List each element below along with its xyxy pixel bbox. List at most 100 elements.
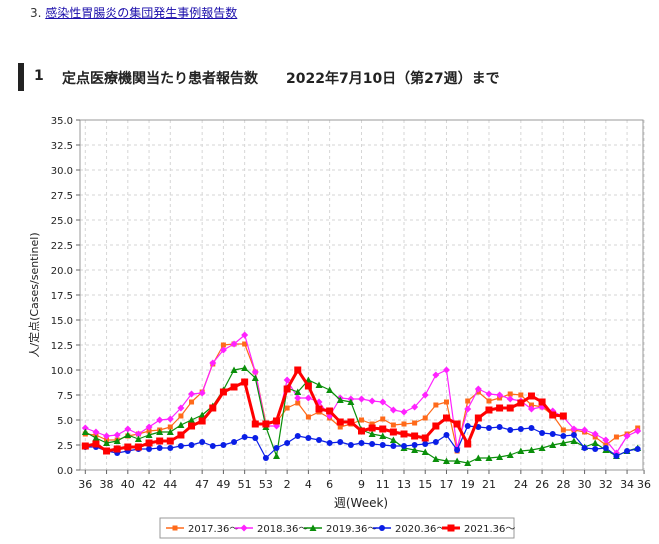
x-tick-label: 40 — [121, 478, 135, 491]
data-point — [358, 427, 365, 435]
legend-item: 2018.36～ — [235, 524, 308, 535]
data-point — [412, 420, 418, 426]
data-point — [326, 440, 333, 446]
x-tick-label: 36 — [637, 478, 651, 491]
data-point — [156, 428, 164, 435]
data-point — [400, 408, 408, 416]
data-point — [592, 446, 599, 452]
data-point — [241, 378, 249, 386]
data-point — [273, 417, 281, 425]
y-tick-label: 17.5 — [51, 291, 73, 302]
data-point — [177, 431, 185, 439]
data-point — [209, 443, 216, 449]
x-tick-label: 15 — [418, 478, 432, 491]
data-point — [295, 400, 301, 406]
data-point — [421, 448, 429, 455]
data-point — [262, 455, 269, 461]
data-point — [613, 434, 619, 440]
data-point — [81, 428, 89, 435]
data-point — [507, 427, 514, 433]
data-point — [389, 428, 397, 436]
data-point — [411, 442, 418, 448]
data-point — [336, 396, 344, 403]
data-point — [166, 437, 174, 445]
y-tick-label: 15.0 — [51, 316, 73, 327]
data-point — [304, 394, 312, 402]
data-point — [528, 425, 535, 431]
data-point — [241, 364, 249, 371]
legend-box — [159, 517, 515, 539]
x-tick-label: 36 — [78, 478, 92, 491]
data-point — [113, 431, 121, 439]
data-point — [380, 416, 386, 422]
data-point — [486, 398, 492, 404]
data-point — [124, 425, 132, 433]
data-point — [559, 412, 567, 420]
data-point — [166, 428, 174, 435]
data-point — [294, 433, 301, 439]
data-point — [474, 385, 482, 393]
data-point — [124, 443, 132, 451]
data-point — [146, 446, 153, 452]
data-point — [496, 391, 504, 399]
data-point — [389, 406, 397, 414]
data-point — [422, 415, 428, 421]
data-point — [634, 427, 642, 435]
data-point — [251, 368, 259, 376]
x-tick-label: 28 — [556, 478, 570, 491]
data-point — [230, 366, 238, 373]
data-point — [188, 422, 196, 430]
data-point — [199, 439, 206, 445]
data-point — [400, 430, 408, 438]
data-point — [538, 444, 546, 451]
legend-label: 2017.36～ — [188, 524, 239, 535]
data-point — [570, 432, 577, 438]
data-point — [549, 411, 557, 419]
legend-swatch-marker — [447, 524, 455, 532]
y-tick-label: 22.5 — [51, 241, 73, 252]
data-point — [549, 431, 556, 437]
data-point — [517, 447, 525, 454]
data-point — [485, 406, 493, 414]
y-tick-label: 35.0 — [51, 116, 73, 127]
data-point — [241, 434, 248, 440]
y-tick-label: 0.0 — [57, 466, 73, 477]
y-tick-label: 32.5 — [51, 141, 73, 152]
data-point — [442, 457, 450, 464]
series-line — [85, 368, 564, 453]
x-tick-label: 17 — [439, 478, 453, 491]
data-point — [401, 421, 407, 427]
x-tick-label: 32 — [599, 478, 613, 491]
data-point — [432, 455, 440, 462]
x-tick-label: 11 — [376, 478, 390, 491]
data-point — [198, 389, 206, 397]
data-point — [219, 346, 227, 354]
data-point — [92, 434, 100, 441]
data-point — [400, 443, 407, 449]
outbreak-report-link[interactable]: 感染性胃腸炎の集団発生事例報告数 — [45, 6, 238, 20]
data-point — [506, 404, 514, 412]
data-point — [145, 439, 153, 447]
data-point — [485, 454, 493, 461]
data-point — [359, 417, 364, 423]
data-point — [432, 371, 440, 379]
data-point — [570, 425, 578, 433]
y-tick-label: 10.0 — [51, 366, 73, 377]
chart-series — [81, 331, 642, 466]
data-point — [284, 405, 290, 411]
legend-label: 2018.36～ — [257, 524, 308, 535]
data-point — [443, 432, 450, 438]
legend-item: 2017.36～ — [166, 524, 239, 535]
data-point — [464, 459, 472, 466]
data-point — [134, 430, 142, 438]
data-point — [379, 398, 387, 406]
data-point — [602, 436, 610, 444]
data-point — [421, 434, 429, 442]
data-point — [220, 442, 227, 448]
data-point — [390, 422, 396, 428]
data-point — [146, 428, 152, 434]
x-tick-label: 4 — [305, 478, 312, 491]
x-tick-label: 9 — [358, 478, 365, 491]
data-point — [316, 437, 323, 443]
